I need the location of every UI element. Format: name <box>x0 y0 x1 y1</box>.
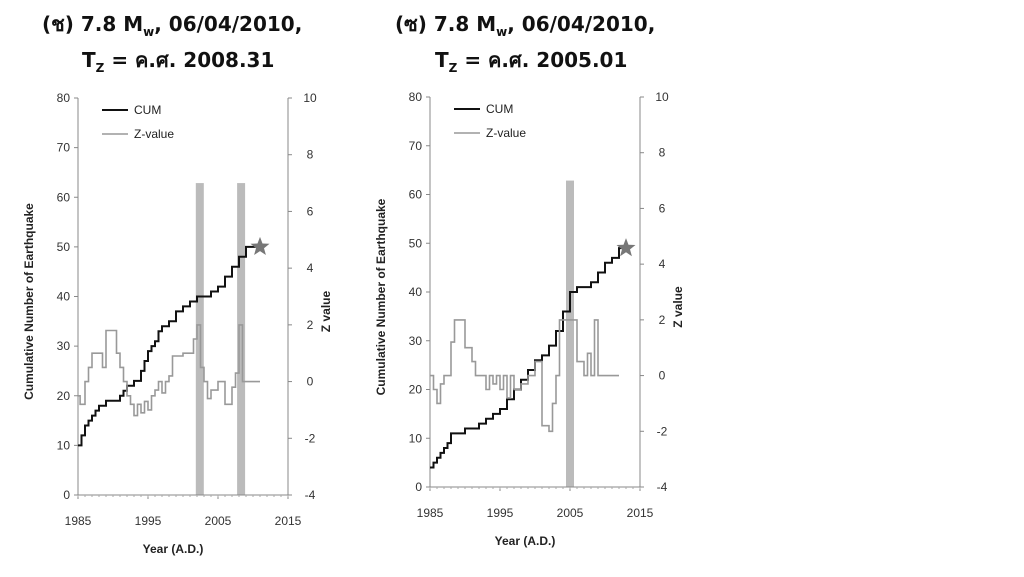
chart1-legend-label-0: CUM <box>134 103 161 117</box>
chart1-y2-axis-label: Z value <box>319 291 333 333</box>
chart2-series-cum <box>430 247 626 469</box>
panel1-title-line1: (ช) 7.8 Mw, 06/04/2010, <box>42 12 303 39</box>
panel2-title-line2: TZ = ค.ศ. 2005.01 <box>435 48 628 75</box>
chart2-xtick-label-0: 1985 <box>417 506 444 520</box>
chart1-y2tick-label-4: 4 <box>307 261 314 275</box>
chart2-y2tick-label-7: 10 <box>655 90 669 104</box>
chart2-y2tick-label-2: 0 <box>659 369 666 383</box>
chart1-y2tick-label-5: 6 <box>307 204 314 218</box>
chart2-ytick-label-4: 40 <box>409 285 423 299</box>
chart1-series-cum <box>78 245 260 447</box>
chart1-series-zvalue <box>78 324 260 417</box>
chart1-ytick-label-3: 30 <box>57 339 71 353</box>
chart1-star-marker <box>250 236 270 255</box>
chart2-y2-axis-label: Z value <box>671 286 685 328</box>
chart1-y2tick-label-1: -2 <box>305 431 316 445</box>
chart2-y2tick-label-1: -2 <box>657 424 668 438</box>
chart2-ytick-label-3: 30 <box>409 334 423 348</box>
chart2-xtick-label-1: 1995 <box>487 506 514 520</box>
chart1-y2tick-label-6: 8 <box>307 148 314 162</box>
chart1-y2tick-label-0: -4 <box>305 488 316 502</box>
chart2-y-axis-label: Cumulative Number of Earthquake <box>374 198 388 395</box>
chart2-y2tick-label-6: 8 <box>659 146 666 160</box>
chart1-y2tick-label-7: 10 <box>303 91 317 105</box>
chart1-ytick-label-0: 0 <box>63 488 70 502</box>
chart1-ytick-label-6: 60 <box>57 190 71 204</box>
chart2-y2tick-label-0: -4 <box>657 480 668 494</box>
chart1-xtick-label-1: 1995 <box>135 514 162 528</box>
chart1-xtick-label-2: 2005 <box>205 514 232 528</box>
chart1-ytick-label-8: 80 <box>57 91 71 105</box>
chart1-highlight-bar-1 <box>237 183 246 496</box>
chart2-ytick-label-5: 50 <box>409 236 423 250</box>
chart2-ytick-label-7: 70 <box>409 139 423 153</box>
chart1-legend-label-1: Z-value <box>134 127 174 141</box>
chart2-star-marker <box>616 238 636 257</box>
chart2-series-zvalue <box>430 319 619 433</box>
chart2-y2tick-label-5: 6 <box>659 201 666 215</box>
chart2-ytick-label-2: 20 <box>409 383 423 397</box>
chart2-ytick-label-6: 60 <box>409 188 423 202</box>
chart2-ytick-label-0: 0 <box>415 480 422 494</box>
chart2-xtick-label-2: 2005 <box>557 506 584 520</box>
panel1-title-line2: TZ = ค.ศ. 2008.31 <box>82 48 275 75</box>
chart2-ytick-label-8: 80 <box>409 90 423 104</box>
panel2-title-line1: (ซ) 7.8 Mw, 06/04/2010, <box>395 12 656 39</box>
chart1-ytick-label-2: 20 <box>57 389 71 403</box>
chart1-y2tick-label-3: 2 <box>307 318 314 332</box>
chart2-legend-label-0: CUM <box>486 102 513 116</box>
chart1-y-axis-label: Cumulative Number of Earthquake <box>22 203 36 400</box>
chart1-y2tick-label-2: 0 <box>307 375 314 389</box>
chart2-ytick-label-1: 10 <box>409 431 423 445</box>
chart1-ytick-label-1: 10 <box>57 438 71 452</box>
chart2-y2tick-label-4: 4 <box>659 257 666 271</box>
chart1-ytick-label-5: 50 <box>57 240 71 254</box>
chart1-ytick-label-4: 40 <box>57 290 71 304</box>
chart2-highlight-bar-0 <box>566 180 574 488</box>
chart1-xtick-label-3: 2015 <box>275 514 302 528</box>
chart1-xtick-label-0: 1985 <box>65 514 92 528</box>
chart1-ytick-label-7: 70 <box>57 141 71 155</box>
chart2-legend-label-1: Z-value <box>486 126 526 140</box>
chart1-x-axis-label: Year (A.D.) <box>143 542 204 556</box>
chart2-xtick-label-3: 2015 <box>627 506 654 520</box>
chart2-x-axis-label: Year (A.D.) <box>495 534 556 548</box>
chart2-y2tick-label-3: 2 <box>659 313 666 327</box>
